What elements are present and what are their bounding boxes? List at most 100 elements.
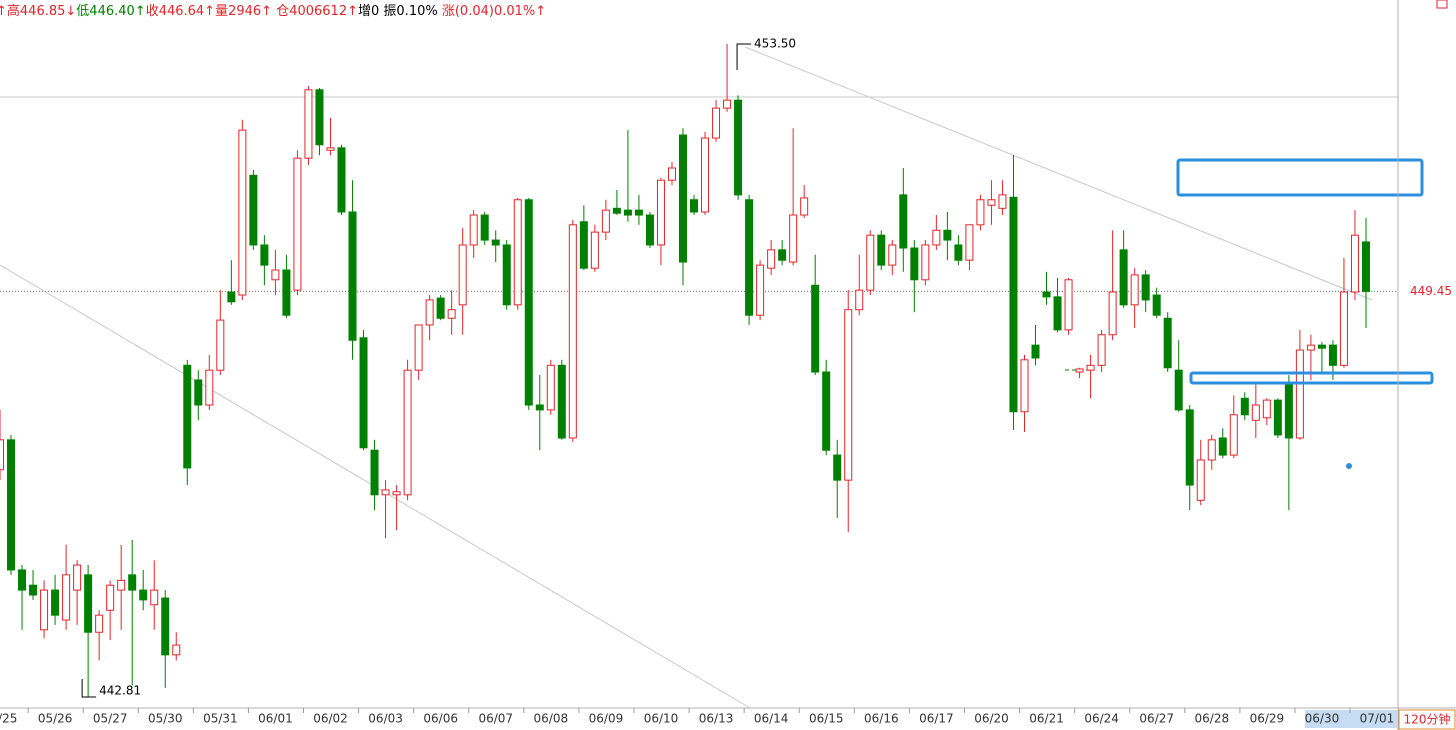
candle-body bbox=[1042, 291, 1051, 298]
candle-body bbox=[216, 319, 225, 371]
candle-body bbox=[161, 597, 170, 656]
candle-body bbox=[690, 199, 699, 213]
header-item: 振0.10% bbox=[379, 4, 437, 19]
x-tick-label: 06/29 bbox=[1250, 712, 1285, 726]
candle-body bbox=[370, 449, 379, 496]
extreme-marker bbox=[736, 43, 752, 70]
header-item: 涨(0.04)0.01%↑ bbox=[438, 4, 546, 19]
candle-body bbox=[1152, 294, 1161, 316]
candle-body bbox=[745, 199, 754, 316]
x-tick-label: 06/03 bbox=[368, 712, 403, 726]
candle-body bbox=[855, 289, 864, 311]
candle-body bbox=[579, 221, 588, 269]
candle-body bbox=[238, 129, 247, 296]
header-item: 仓4006612↑ bbox=[272, 4, 358, 19]
candle-body bbox=[1141, 274, 1150, 301]
candle-body bbox=[128, 574, 137, 591]
candle-body bbox=[469, 214, 478, 246]
candles bbox=[0, 43, 1398, 698]
candle-body bbox=[965, 224, 974, 261]
candle-body bbox=[789, 214, 798, 263]
candle-body bbox=[29, 584, 38, 596]
candle-body bbox=[414, 324, 423, 371]
x-tick-label: 06/20 bbox=[974, 712, 1009, 726]
candle-body bbox=[634, 209, 643, 216]
candle-body bbox=[1218, 437, 1227, 456]
x-tick-label: 06/10 bbox=[644, 712, 679, 726]
candle-body bbox=[998, 194, 1007, 209]
candle-body bbox=[734, 99, 743, 196]
candle-body bbox=[723, 99, 732, 109]
highlight-box bbox=[1189, 371, 1434, 385]
candle-body bbox=[1273, 399, 1282, 436]
candle-body bbox=[447, 309, 456, 319]
header: ↑高446.85↓低446.40↑收446.64↑量2946↑ 仓4006612… bbox=[0, 3, 546, 19]
candle-body bbox=[612, 207, 621, 214]
candle-body bbox=[1097, 334, 1106, 366]
candle-body bbox=[590, 231, 599, 269]
candle-body bbox=[546, 364, 555, 411]
candle-body bbox=[7, 439, 16, 571]
candle-body bbox=[249, 174, 258, 246]
x-tick-label: 06/13 bbox=[699, 712, 734, 726]
candle-body bbox=[1240, 397, 1249, 416]
candle-body bbox=[656, 179, 665, 246]
candle-body bbox=[623, 209, 632, 216]
candle-body bbox=[513, 199, 522, 306]
x-tick-label: 06/30 bbox=[1305, 712, 1340, 726]
candle-body bbox=[73, 564, 82, 591]
header-item: 收446.64↑ bbox=[146, 4, 215, 19]
candle-body bbox=[568, 224, 577, 439]
candle-body bbox=[1185, 409, 1194, 486]
period-box[interactable] bbox=[1398, 709, 1456, 730]
candle-body bbox=[227, 291, 236, 303]
candle-body bbox=[172, 644, 181, 656]
x-tick-label: 05/26 bbox=[38, 712, 73, 726]
candle-body bbox=[1350, 234, 1359, 293]
candle-body bbox=[778, 249, 787, 261]
last-price-label: 449.45 bbox=[1410, 284, 1452, 298]
candle-body bbox=[293, 157, 302, 291]
x-tick-label: 06/01 bbox=[258, 712, 293, 726]
candle-body bbox=[1361, 241, 1370, 292]
candle-body bbox=[954, 244, 963, 261]
highlight-box bbox=[1176, 158, 1424, 197]
candle-body bbox=[491, 239, 500, 246]
candle-body bbox=[1317, 344, 1326, 349]
candle-body bbox=[117, 579, 126, 591]
period-label: 120分钟 bbox=[1404, 712, 1451, 727]
candle-body bbox=[1064, 279, 1073, 331]
candle-body bbox=[51, 589, 60, 616]
candle-body bbox=[822, 371, 831, 451]
candle-body bbox=[502, 244, 511, 306]
header-item: 高446.85↓ bbox=[7, 3, 76, 19]
candle-body bbox=[18, 569, 27, 591]
header-item: ↑ bbox=[0, 4, 7, 19]
candle-body bbox=[811, 284, 820, 373]
x-tick-label: 06/02 bbox=[313, 712, 348, 726]
candle-body bbox=[932, 229, 941, 246]
x-tick-label: 06/16 bbox=[864, 712, 899, 726]
candle-body bbox=[678, 134, 687, 263]
candle-body bbox=[260, 244, 269, 266]
candle-body bbox=[458, 244, 467, 306]
trend-line bbox=[744, 46, 1373, 301]
candle-body bbox=[348, 211, 357, 341]
candle-body bbox=[337, 147, 346, 213]
candle-body bbox=[1086, 364, 1095, 371]
x-tick-label: 06/28 bbox=[1195, 712, 1230, 726]
corner-button[interactable] bbox=[1436, 0, 1448, 9]
extreme-marker bbox=[81, 679, 97, 698]
x-tick-label: 06/27 bbox=[1139, 712, 1174, 726]
marker-dot bbox=[1346, 463, 1352, 469]
x-tick-label: 06/15 bbox=[809, 712, 844, 726]
candle-body bbox=[645, 214, 654, 246]
candle-body bbox=[282, 269, 291, 316]
candle-body bbox=[381, 489, 390, 496]
candle-body bbox=[106, 584, 115, 611]
candle-body bbox=[1262, 399, 1271, 419]
candle-body bbox=[1163, 317, 1172, 369]
candle-body bbox=[1031, 344, 1040, 359]
x-tick-label: 06/21 bbox=[1029, 712, 1064, 726]
